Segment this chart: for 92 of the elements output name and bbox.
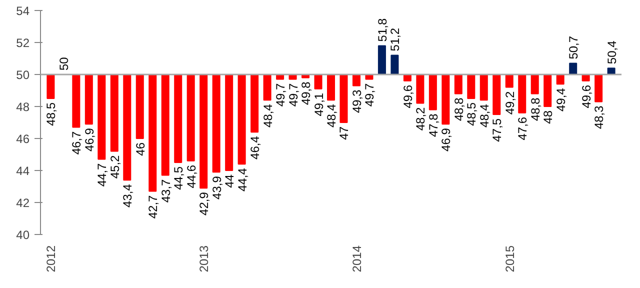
y-tick-label: 40: [16, 228, 30, 242]
bar: [136, 74, 144, 139]
data-label: 49,1: [312, 92, 326, 116]
bar: [530, 74, 539, 94]
data-label: 48,5: [464, 102, 479, 126]
y-tick-label: 52: [16, 36, 30, 50]
data-label: 50,7: [566, 36, 581, 60]
data-label: 49,7: [286, 82, 300, 107]
bar: [46, 74, 55, 99]
bar: [123, 74, 132, 181]
x-tick-label: 2013: [197, 245, 212, 272]
data-label: 51,2: [388, 28, 402, 52]
data-label: 47,5: [490, 118, 504, 142]
data-label: 46,4: [248, 136, 262, 160]
bar: [480, 74, 488, 101]
data-label: 44,6: [184, 164, 198, 188]
data-label: 43,9: [210, 176, 224, 200]
y-tick-label: 50: [16, 68, 30, 82]
data-label: 49,4: [554, 88, 568, 112]
data-label: 47,8: [426, 113, 440, 138]
bar: [467, 74, 476, 99]
bar: [314, 74, 322, 90]
y-tick-label: 44: [16, 164, 30, 178]
bar: [161, 74, 170, 176]
x-tick-label: 2014: [350, 245, 364, 272]
bar: [326, 74, 336, 101]
bar: [569, 62, 578, 75]
bar: [200, 74, 208, 189]
data-label: 48,5: [44, 102, 58, 126]
bar: [238, 74, 246, 165]
bar: [416, 74, 424, 104]
y-tick-label: 46: [16, 132, 30, 146]
data-label: 50: [56, 56, 71, 70]
data-label: 44: [222, 174, 237, 188]
bar: [174, 74, 182, 163]
x-tick-label: 2012: [44, 245, 58, 272]
data-label: 51,8: [375, 18, 390, 42]
data-label: 49,2: [502, 90, 517, 115]
data-label: 48,4: [324, 104, 338, 128]
data-label: 48,4: [477, 104, 492, 128]
bar: [442, 74, 450, 125]
data-label: 47,6: [516, 116, 530, 140]
bar: [340, 74, 348, 123]
data-label: 42,9: [197, 192, 212, 216]
data-label: 42,7: [146, 194, 160, 219]
data-label: 48,4: [260, 104, 275, 128]
bar: [428, 74, 437, 110]
bar: [505, 74, 514, 88]
data-label: 43,7: [158, 178, 173, 203]
bar: [110, 74, 118, 152]
bar: [518, 74, 526, 114]
bar: [263, 74, 272, 101]
bar: [98, 74, 106, 160]
bar: [544, 74, 552, 107]
bar: [390, 54, 399, 75]
data-label: 49,7: [362, 82, 377, 107]
bar: [148, 74, 157, 192]
bar: [225, 74, 234, 171]
data-label: 49,3: [350, 89, 364, 114]
data-label: 50,4: [604, 40, 619, 64]
y-tick-label: 48: [16, 100, 30, 114]
data-label: 49,7: [274, 82, 288, 107]
data-label: 48,2: [414, 106, 428, 131]
bar: [250, 74, 259, 133]
bar: [84, 74, 93, 125]
bar: [492, 74, 501, 115]
data-label: 48,3: [592, 105, 606, 130]
bar: [72, 74, 80, 128]
bar: [212, 74, 220, 173]
data-label: 46,9: [439, 128, 454, 152]
y-tick-label: 42: [16, 196, 30, 210]
data-label: 44,5: [172, 166, 186, 190]
data-label: 45,2: [108, 154, 122, 179]
data-label: 49,6: [579, 84, 594, 108]
bar: [186, 74, 195, 162]
data-label: 44,4: [235, 168, 250, 192]
data-label: 47: [337, 126, 352, 140]
y-tick-label: 54: [16, 4, 30, 18]
data-label: 46,7: [70, 130, 84, 155]
data-label: 48: [541, 110, 556, 124]
data-label: 43,4: [120, 184, 135, 208]
bar: [594, 74, 603, 102]
data-label: 46: [133, 142, 148, 156]
data-label: 48,8: [528, 97, 542, 122]
data-label: 49,8: [299, 81, 314, 106]
x-tick-label: 2015: [502, 245, 517, 272]
data-label: 48,8: [452, 97, 466, 122]
data-label: 44,7: [95, 162, 110, 187]
bar: [454, 74, 462, 94]
data-label: 49,6: [400, 84, 415, 108]
bar: [378, 45, 386, 75]
data-label: 46,9: [82, 128, 96, 152]
